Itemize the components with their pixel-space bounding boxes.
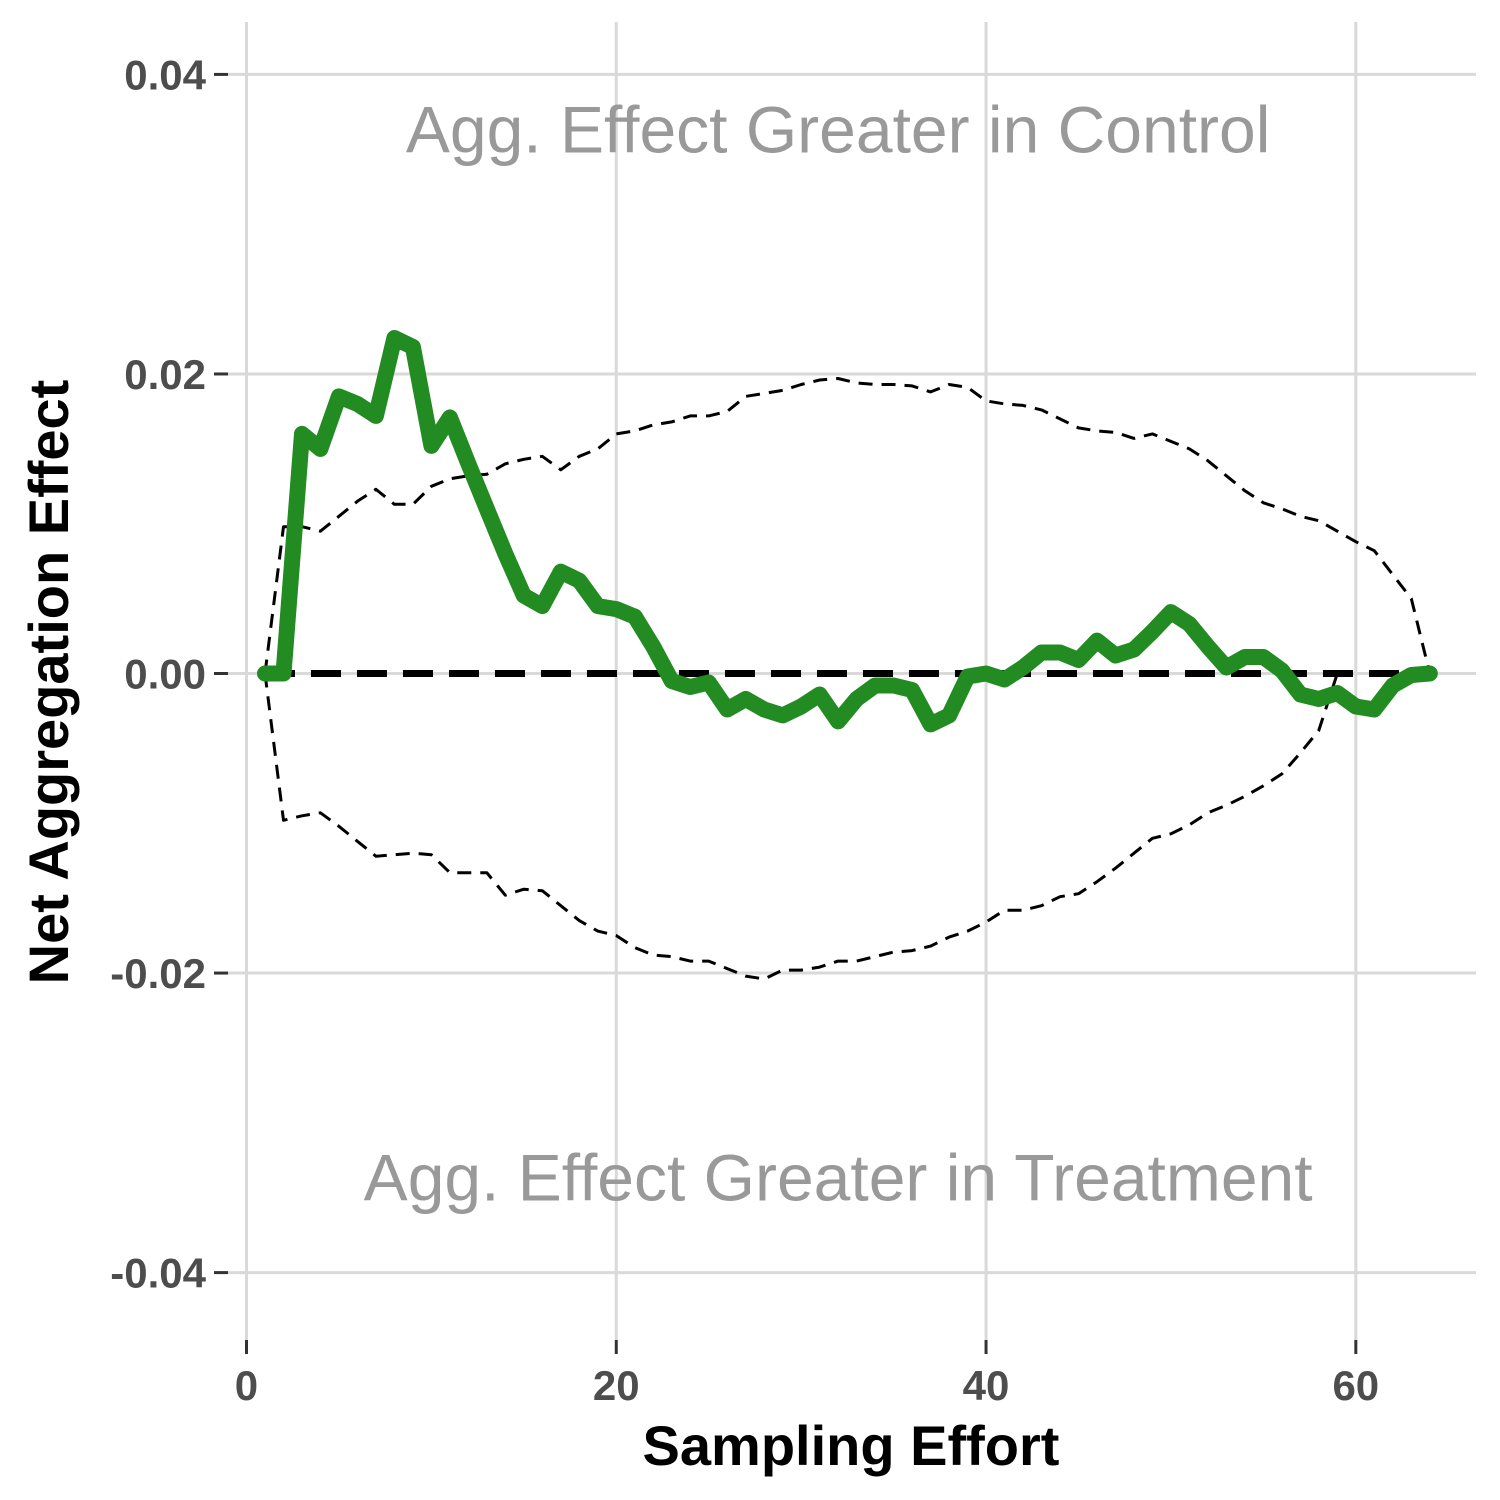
series-layer: [257, 330, 1438, 981]
x-tick-label: 20: [593, 1362, 640, 1409]
y-tick-label: 0.02: [124, 351, 206, 398]
y-axis-title: Net Aggregation Effect: [17, 380, 80, 985]
x-tick-label: 0: [235, 1362, 258, 1409]
annotation-control: Agg. Effect Greater in Control: [406, 92, 1271, 166]
upper-envelope-line: [263, 377, 1432, 674]
net-aggregation-line: [257, 330, 1438, 733]
annotation-treatment: Agg. Effect Greater in Treatment: [364, 1141, 1313, 1215]
y-tick-label: 0.04: [124, 51, 206, 98]
grid: [228, 22, 1476, 1340]
y-tick-label: -0.02: [110, 950, 206, 997]
ticks: [214, 72, 1358, 1354]
y-tick-label: -0.04: [110, 1250, 206, 1297]
x-tick-label: 40: [963, 1362, 1010, 1409]
x-tick-label: 60: [1332, 1362, 1379, 1409]
x-axis-title: Sampling Effort: [643, 1414, 1060, 1477]
annotations: Agg. Effect Greater in Control Agg. Effe…: [364, 92, 1313, 1214]
y-tick-label: 0.00: [124, 651, 206, 698]
lower-envelope-line: [263, 673, 1339, 981]
tick-labels: 0 20 40 60 -0.04 -0.02 0.00 0.02 0.04: [110, 51, 1379, 1409]
